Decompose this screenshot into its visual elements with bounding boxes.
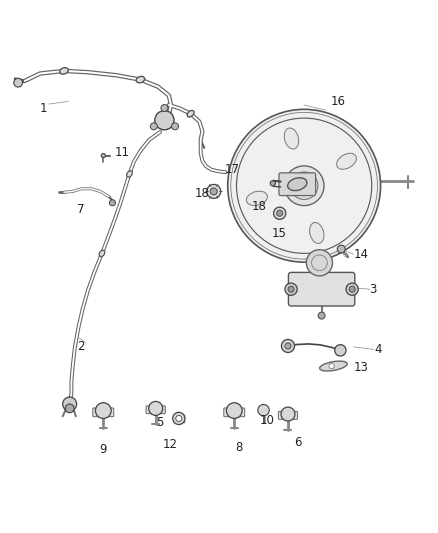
Text: 8: 8 (235, 441, 242, 454)
Ellipse shape (337, 154, 357, 169)
Circle shape (349, 286, 355, 292)
Text: 6: 6 (294, 435, 301, 448)
Ellipse shape (247, 191, 267, 206)
Circle shape (285, 343, 291, 349)
Text: 16: 16 (330, 95, 345, 108)
Circle shape (63, 397, 77, 411)
Circle shape (176, 415, 182, 422)
Text: 1: 1 (40, 102, 47, 115)
FancyBboxPatch shape (237, 408, 245, 417)
FancyBboxPatch shape (290, 411, 297, 419)
Circle shape (14, 78, 22, 87)
FancyBboxPatch shape (279, 411, 286, 419)
Circle shape (284, 166, 324, 206)
Circle shape (318, 312, 325, 319)
Circle shape (270, 181, 276, 186)
Circle shape (228, 109, 381, 262)
Circle shape (258, 405, 269, 416)
Circle shape (288, 286, 294, 292)
Circle shape (110, 200, 116, 206)
Text: 9: 9 (99, 442, 107, 456)
Circle shape (329, 364, 334, 369)
Text: 4: 4 (374, 343, 381, 356)
Circle shape (346, 283, 358, 295)
Text: 2: 2 (77, 341, 85, 353)
Circle shape (149, 401, 162, 415)
FancyBboxPatch shape (158, 406, 165, 414)
Ellipse shape (127, 171, 132, 177)
Text: 5: 5 (156, 416, 164, 429)
Ellipse shape (288, 178, 307, 191)
Circle shape (65, 404, 74, 413)
Circle shape (337, 245, 345, 253)
FancyBboxPatch shape (93, 408, 101, 417)
Ellipse shape (284, 128, 299, 149)
Text: 14: 14 (353, 248, 368, 261)
Circle shape (155, 111, 174, 130)
Circle shape (172, 123, 179, 130)
Text: 3: 3 (370, 282, 377, 296)
Text: 12: 12 (162, 438, 177, 451)
Circle shape (285, 283, 297, 295)
Text: 15: 15 (272, 227, 286, 240)
Ellipse shape (310, 222, 324, 244)
Circle shape (335, 345, 346, 356)
Circle shape (161, 104, 168, 111)
FancyBboxPatch shape (146, 406, 153, 414)
Text: 18: 18 (252, 200, 267, 213)
Circle shape (306, 249, 332, 276)
Ellipse shape (320, 361, 347, 371)
Ellipse shape (136, 76, 145, 83)
Text: 7: 7 (77, 203, 85, 216)
Text: 13: 13 (353, 361, 368, 374)
Circle shape (274, 207, 286, 220)
Circle shape (226, 403, 242, 418)
Circle shape (281, 407, 295, 421)
Circle shape (282, 340, 294, 352)
Circle shape (101, 154, 106, 158)
Text: 18: 18 (194, 187, 209, 200)
Circle shape (277, 210, 283, 216)
Circle shape (95, 403, 111, 418)
FancyBboxPatch shape (224, 408, 232, 417)
Text: 10: 10 (260, 414, 275, 427)
FancyBboxPatch shape (106, 408, 114, 417)
Circle shape (210, 188, 217, 195)
Circle shape (207, 184, 221, 198)
Circle shape (290, 172, 318, 199)
Ellipse shape (99, 250, 105, 256)
Ellipse shape (187, 110, 194, 117)
FancyBboxPatch shape (288, 272, 355, 306)
Circle shape (173, 413, 185, 425)
Text: 11: 11 (115, 146, 130, 159)
Ellipse shape (60, 68, 68, 74)
FancyBboxPatch shape (279, 173, 316, 196)
Text: 17: 17 (225, 163, 240, 176)
Circle shape (150, 123, 157, 130)
